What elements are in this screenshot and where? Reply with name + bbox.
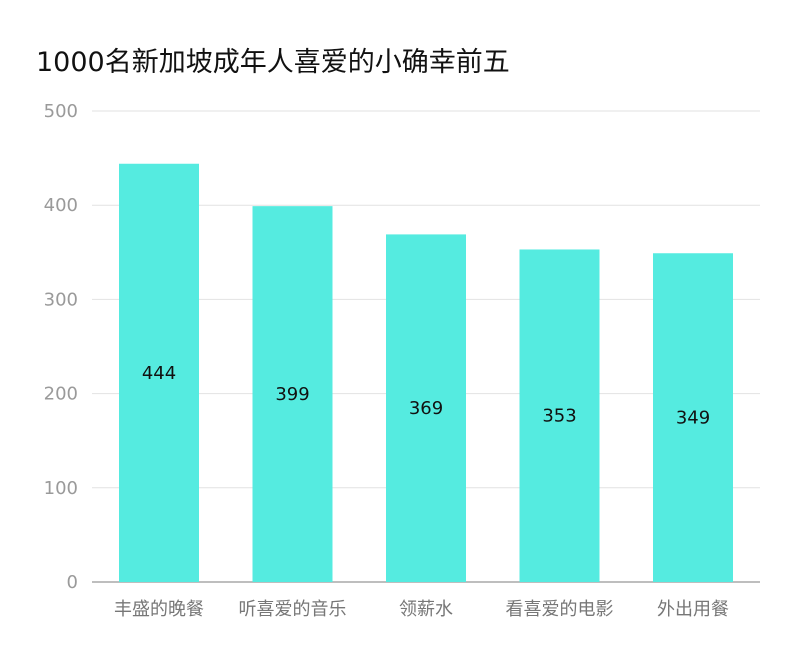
category-label: 领薪水 xyxy=(399,599,453,620)
bar xyxy=(653,253,733,582)
category-label: 丰盛的晚餐 xyxy=(114,599,204,620)
y-tick-label: 500 xyxy=(44,101,78,122)
y-tick-label: 300 xyxy=(44,289,78,310)
category-label: 外出用餐 xyxy=(657,599,729,620)
bars xyxy=(119,163,733,583)
category-label: 听喜爱的音乐 xyxy=(239,599,347,620)
y-tick-label: 0 xyxy=(67,572,78,593)
bar xyxy=(519,249,600,582)
x-axis-categories: 丰盛的晚餐 听喜爱的音乐 领薪水 看喜爱的电影 外出用餐 xyxy=(114,599,729,620)
bar xyxy=(252,206,333,582)
data-label: 353 xyxy=(542,406,576,427)
data-labels: 444 399 369 353 349 xyxy=(142,363,710,429)
chart-title: 1000名新加坡成年人喜爱的小确幸前五 xyxy=(36,47,510,78)
y-tick-label: 200 xyxy=(44,384,78,405)
data-label: 444 xyxy=(142,363,176,384)
y-tick-label: 100 xyxy=(44,478,78,499)
y-axis-ticks: 0 100 200 300 400 500 xyxy=(44,101,78,593)
data-label: 349 xyxy=(676,408,710,429)
data-label: 399 xyxy=(275,384,309,405)
data-label: 369 xyxy=(409,398,443,419)
bar xyxy=(119,163,199,582)
y-tick-label: 400 xyxy=(44,195,78,216)
category-label: 看喜爱的电影 xyxy=(506,599,614,620)
bar xyxy=(386,234,466,583)
